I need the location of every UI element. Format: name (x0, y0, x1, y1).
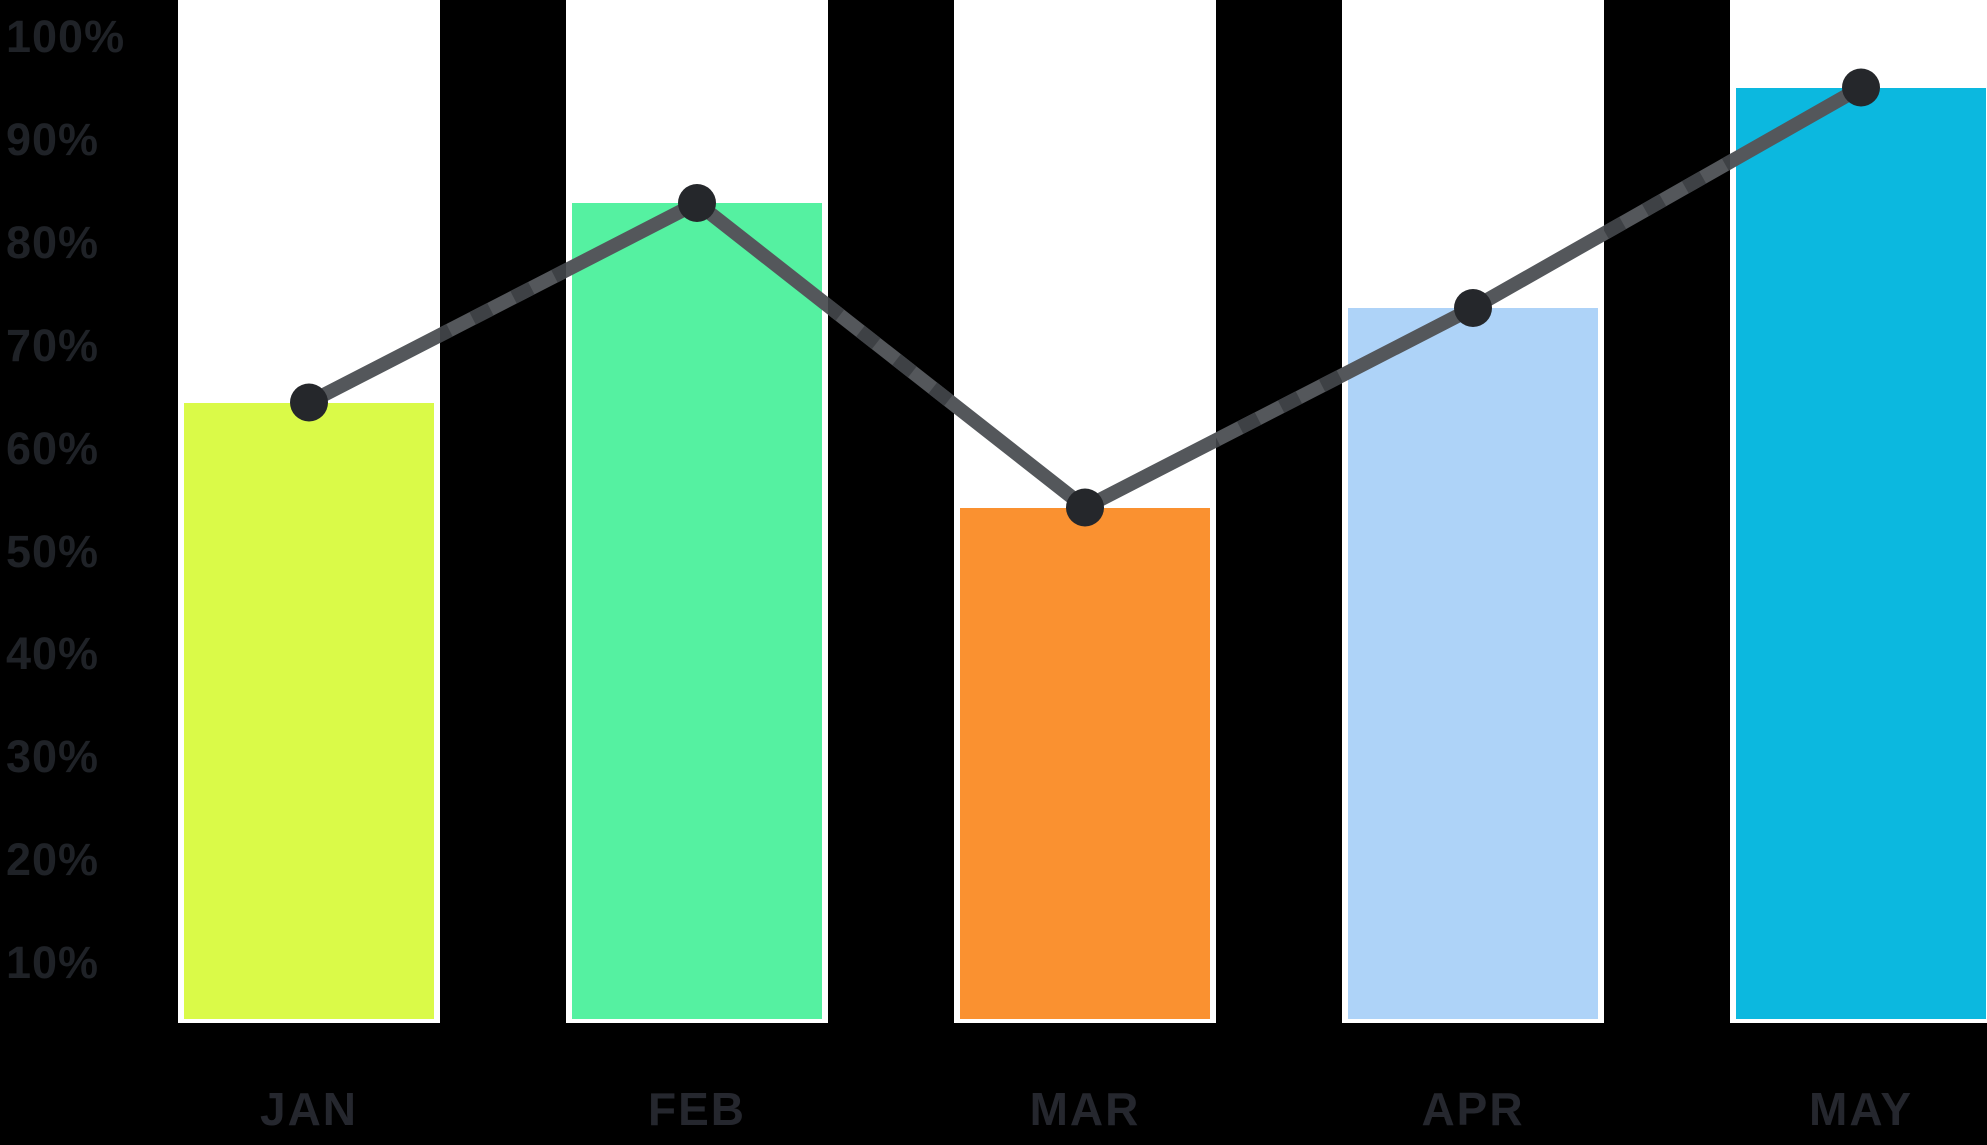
bar-jan[interactable] (184, 402, 434, 1019)
column-track-mar (954, 0, 1216, 1023)
bar-apr[interactable] (1348, 308, 1598, 1019)
y-axis-tick: 50% (6, 525, 100, 577)
x-axis-label-may: MAY (1809, 1083, 1913, 1135)
y-axis-tick: 40% (6, 628, 100, 680)
y-axis-tick: 100% (6, 11, 126, 62)
bar-feb[interactable] (572, 203, 822, 1019)
x-axis-label-feb: FEB (648, 1083, 746, 1135)
y-axis-tick: 90% (6, 113, 100, 165)
column-track-apr (1342, 0, 1604, 1023)
y-axis-tick: 10% (6, 937, 100, 989)
x-axis-label-mar: MAR (1029, 1083, 1141, 1135)
x-axis-label-jan: JAN (259, 1083, 359, 1135)
y-axis-tick: 70% (6, 319, 100, 371)
column-track-feb (566, 0, 828, 1023)
column-track-jan (178, 0, 440, 1023)
x-axis-label-apr: APR (1421, 1083, 1525, 1135)
column-track-may (1730, 0, 1987, 1023)
y-axis-tick: 20% (6, 834, 100, 886)
y-axis-tick: 60% (6, 422, 100, 474)
bar-mar[interactable] (960, 507, 1210, 1019)
bar-may[interactable] (1736, 87, 1986, 1019)
y-axis-tick: 80% (6, 216, 100, 268)
y-axis-tick: 30% (6, 731, 100, 783)
